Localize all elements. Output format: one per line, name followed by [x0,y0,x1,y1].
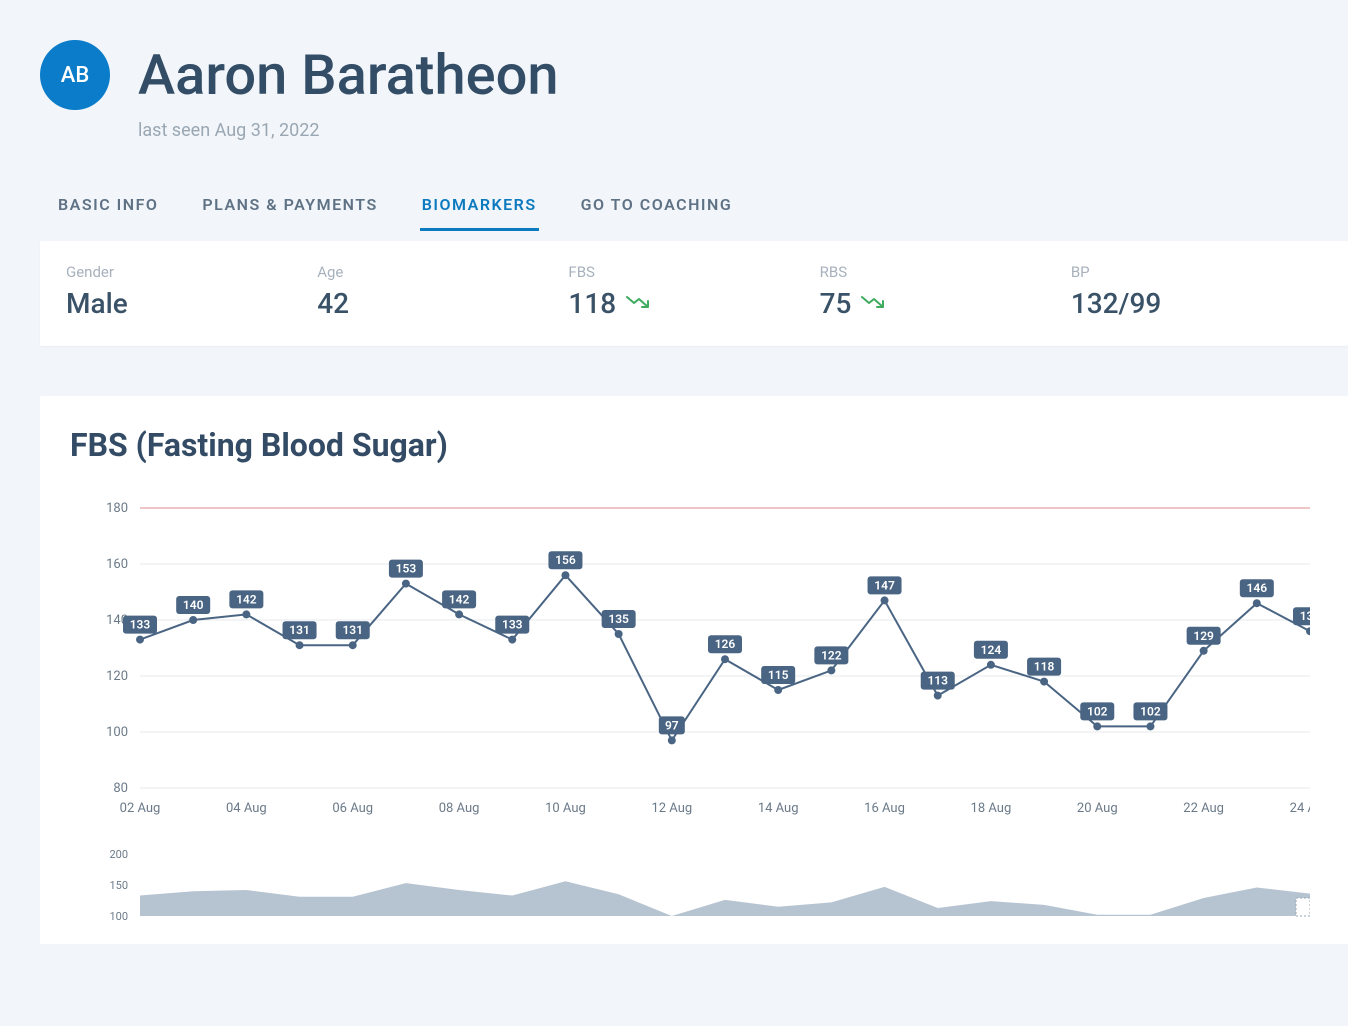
svg-text:133: 133 [130,618,151,632]
tab-plans[interactable]: PLANS & PAYMENTS [200,189,379,231]
svg-text:135: 135 [608,612,629,626]
trend-down-icon [861,291,887,316]
svg-text:120: 120 [106,669,128,684]
stat-value: 132/99 [1071,287,1322,320]
svg-text:133: 133 [502,618,523,632]
svg-text:16 Aug: 16 Aug [864,801,905,816]
svg-text:140: 140 [183,598,204,612]
svg-text:160: 160 [106,557,128,572]
svg-text:131: 131 [342,623,363,637]
last-seen: last seen Aug 31, 2022 [138,120,1348,141]
svg-text:12 Aug: 12 Aug [651,801,692,816]
stat-label: Gender [66,263,317,281]
svg-text:22 Aug: 22 Aug [1183,801,1224,816]
fbs-line-chart[interactable]: 80 100 120 140 160 180 02 Aug 04 Aug 06 Aug 08 Au… [70,498,1310,828]
svg-text:153: 153 [396,562,417,576]
trend-down-icon [626,291,652,316]
stat-value: Male [66,287,317,320]
stat-rbs: RBS 75 [820,263,1071,320]
stat-bp: BP 132/99 [1071,263,1322,320]
svg-text:124: 124 [981,643,1002,657]
svg-text:100: 100 [106,725,128,740]
svg-text:100: 100 [109,910,128,920]
stat-label: FBS [568,263,819,281]
svg-text:118: 118 [1034,660,1055,674]
svg-text:20 Aug: 20 Aug [1077,801,1118,816]
avatar: AB [40,40,110,110]
svg-text:142: 142 [449,592,470,606]
svg-text:142: 142 [236,592,257,606]
svg-text:147: 147 [874,578,895,592]
svg-text:102: 102 [1140,704,1161,718]
svg-text:04 Aug: 04 Aug [226,801,267,816]
svg-text:08 Aug: 08 Aug [439,801,480,816]
stat-gender: Gender Male [66,263,317,320]
stats-card: Gender Male Age 42 FBS 118 RBS 75 [40,241,1348,346]
chart-title: FBS (Fasting Blood Sugar) [70,426,1318,464]
svg-text:10 Aug: 10 Aug [545,801,586,816]
tabs: BASIC INFO PLANS & PAYMENTS BIOMARKERS G… [56,189,1348,231]
tab-basic-info[interactable]: BASIC INFO [56,189,160,231]
tab-coaching[interactable]: GO TO COACHING [579,189,735,231]
svg-text:14 Aug: 14 Aug [758,801,799,816]
svg-text:180: 180 [106,501,128,516]
stat-label: BP [1071,263,1322,281]
svg-text:115: 115 [768,668,789,682]
tab-biomarkers[interactable]: BIOMARKERS [420,189,539,231]
svg-text:97: 97 [665,718,679,732]
stat-fbs: FBS 118 [568,263,819,320]
patient-name: Aaron Baratheon [138,42,559,108]
svg-text:102: 102 [1087,704,1108,718]
stat-value: 118 [568,287,819,320]
svg-text:131: 131 [289,623,310,637]
stat-value: 42 [317,287,568,320]
svg-text:80: 80 [113,781,128,796]
fbs-overview-chart[interactable]: 100 150 200 [70,850,1310,920]
stat-value: 75 [820,287,1071,320]
stat-label: RBS [820,263,1071,281]
svg-text:24 Aug: 24 Aug [1290,801,1310,816]
svg-text:06 Aug: 06 Aug [332,801,373,816]
svg-text:122: 122 [821,648,842,662]
chart-card: FBS (Fasting Blood Sugar) 80 100 120 140 160… [40,396,1348,944]
svg-text:146: 146 [1247,581,1268,595]
svg-text:150: 150 [109,879,128,892]
svg-text:18 Aug: 18 Aug [971,801,1012,816]
svg-text:156: 156 [555,553,576,567]
svg-text:129: 129 [1193,629,1214,643]
svg-text:200: 200 [109,850,128,861]
svg-text:136: 136 [1300,609,1310,623]
stat-age: Age 42 [317,263,568,320]
svg-text:113: 113 [927,674,948,688]
svg-text:126: 126 [715,637,736,651]
svg-text:02 Aug: 02 Aug [120,801,161,816]
stat-label: Age [317,263,568,281]
